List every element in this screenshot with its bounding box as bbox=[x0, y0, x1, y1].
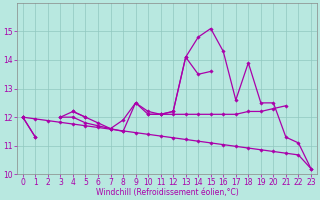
X-axis label: Windchill (Refroidissement éolien,°C): Windchill (Refroidissement éolien,°C) bbox=[96, 188, 238, 197]
